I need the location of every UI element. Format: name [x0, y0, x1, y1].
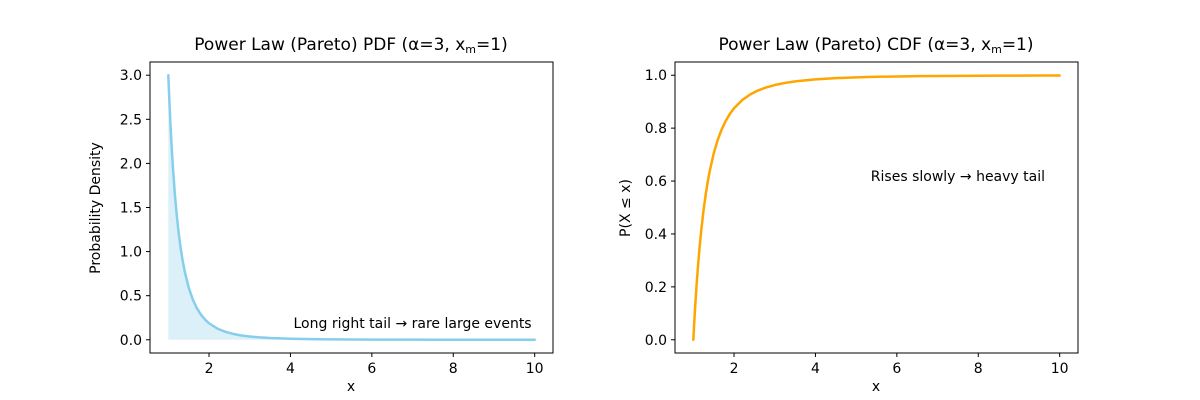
cdf-subplot: 2 4 6 8 10 0.0 0.2 0.4 0.6 0.8 1.0 Rises slowly → h…	[618, 35, 1079, 395]
y-tick-label: 0.8	[645, 121, 667, 137]
x-tick-label: 6	[892, 361, 901, 377]
x-tick-label: 2	[730, 361, 739, 377]
pareto-cdf-curve	[692, 74, 1061, 342]
cdf-plot-area: 2 4 6 8 10 0.0 0.2 0.4 0.6 0.8 1.0 Rises slowly → h…	[645, 61, 1079, 377]
cdf-chart-title: Power Law (Pareto) CDF (α=3, xm=1)	[718, 35, 1033, 56]
chart-annotation: Rises slowly → heavy tail	[871, 169, 1045, 185]
x-tick-label: 2	[205, 361, 214, 377]
y-tick-label: 0.2	[645, 280, 667, 296]
y-tick-label: 3.0	[120, 68, 142, 84]
x-tick-label: 6	[367, 361, 376, 377]
x-tick-label: 8	[449, 361, 458, 377]
axes-frame	[674, 61, 1079, 354]
pareto-pdf-curve	[167, 73, 536, 341]
y-tick-label: 0.4	[645, 227, 667, 243]
y-tick-label: 2.0	[120, 156, 142, 172]
y-tick-label: 1.5	[120, 201, 142, 217]
y-tick-label: 1.0	[645, 68, 667, 84]
cdf-y-axis-label: P(X ≤ x)	[618, 179, 634, 237]
pdf-subplot: 2 4 6 8 10 0.0 0.5 1.0 1.5 2.0 2.5 3.0 Long right ta…	[88, 35, 554, 395]
y-tick-label: 0.5	[120, 289, 142, 305]
x-tick-label: 10	[526, 361, 544, 377]
chart-annotation: Long right tail → rare large events	[294, 316, 532, 332]
y-tick-label: 1.0	[120, 245, 142, 261]
pdf-y-axis-label: Probability Density	[88, 142, 104, 274]
pdf-chart-title: Power Law (Pareto) PDF (α=3, xm=1)	[194, 35, 507, 56]
pdf-x-axis-label: x	[347, 379, 355, 395]
y-tick-label: 0.0	[120, 333, 142, 349]
axes-frame	[149, 61, 554, 354]
cdf-x-axis-label: x	[872, 379, 880, 395]
y-tick-label: 0.6	[645, 174, 667, 190]
pdf-plot-area: 2 4 6 8 10 0.0 0.5 1.0 1.5 2.0 2.5 3.0 Long right ta…	[120, 61, 554, 377]
y-tick-label: 0.0	[645, 333, 667, 349]
x-tick-label: 4	[286, 361, 295, 377]
x-tick-label: 4	[811, 361, 820, 377]
x-tick-label: 10	[1051, 361, 1069, 377]
x-tick-label: 8	[974, 361, 983, 377]
pareto-pdf-fill-area	[168, 75, 535, 340]
y-tick-label: 2.5	[120, 112, 142, 128]
